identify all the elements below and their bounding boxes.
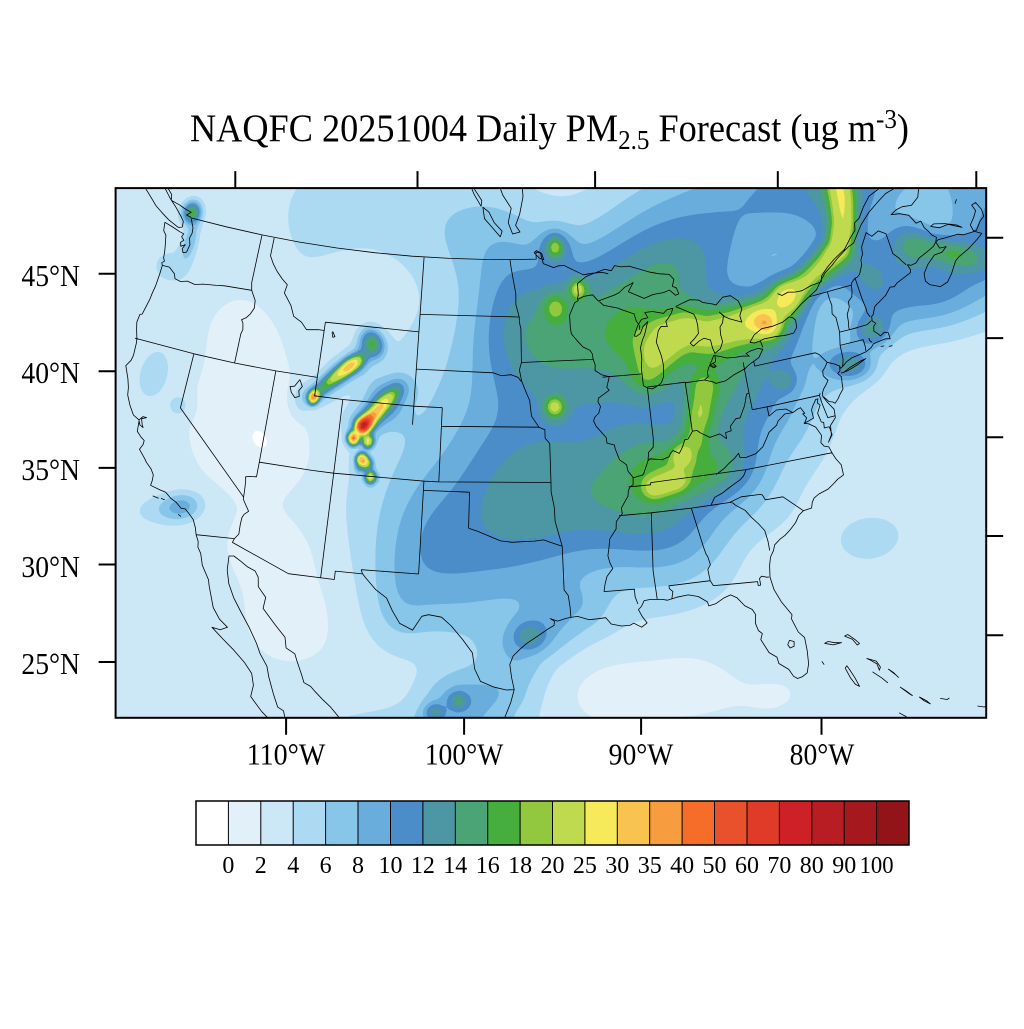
svg-text:4: 4 xyxy=(287,853,299,879)
svg-text:10: 10 xyxy=(379,853,403,879)
svg-text:25: 25 xyxy=(573,853,597,879)
svg-text:35°N: 35°N xyxy=(21,452,80,487)
svg-text:0: 0 xyxy=(222,853,234,879)
svg-text:14: 14 xyxy=(443,853,467,879)
svg-text:80: 80 xyxy=(800,853,824,879)
svg-text:20: 20 xyxy=(541,853,565,879)
svg-text:NAQFC 20251004 Daily PM2.5 For: NAQFC 20251004 Daily PM2.5 Forecast (ug … xyxy=(190,104,909,155)
svg-text:90°W: 90°W xyxy=(609,736,674,771)
svg-text:90: 90 xyxy=(832,853,856,879)
svg-text:2: 2 xyxy=(255,853,267,879)
svg-text:16: 16 xyxy=(476,853,500,879)
svg-text:18: 18 xyxy=(508,853,532,879)
svg-text:50: 50 xyxy=(703,853,727,879)
svg-text:30°N: 30°N xyxy=(21,549,80,584)
svg-text:100°W: 100°W xyxy=(425,736,504,771)
svg-text:30: 30 xyxy=(605,853,629,879)
svg-text:100: 100 xyxy=(860,853,894,879)
svg-text:60: 60 xyxy=(735,853,759,879)
svg-text:25°N: 25°N xyxy=(21,646,80,681)
svg-text:40: 40 xyxy=(670,853,694,879)
svg-text:45°N: 45°N xyxy=(21,258,80,293)
svg-text:70: 70 xyxy=(767,853,791,879)
svg-text:80°W: 80°W xyxy=(790,736,855,771)
svg-text:40°N: 40°N xyxy=(21,355,80,390)
svg-text:110°W: 110°W xyxy=(247,736,326,771)
svg-text:8: 8 xyxy=(352,853,364,879)
svg-text:6: 6 xyxy=(320,853,332,879)
svg-text:35: 35 xyxy=(638,853,662,879)
svg-text:12: 12 xyxy=(411,853,435,879)
